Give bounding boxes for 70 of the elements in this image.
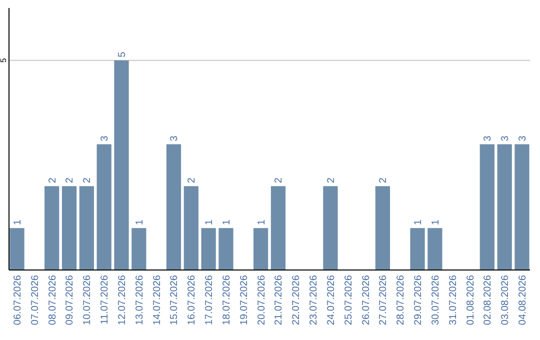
bar: [62, 186, 77, 270]
x-tick-label: 11.07.2026: [100, 274, 111, 324]
bar: [79, 186, 94, 270]
x-tick-label: 15.07.2026: [169, 274, 180, 326]
bar: [514, 144, 530, 270]
data-label: 2: [64, 177, 76, 184]
x-tick-label: 16.07.2026: [186, 274, 198, 326]
x-tick-label: 10.07.2026: [82, 274, 94, 326]
x-tick-label: 18.07.2026: [221, 274, 232, 326]
x-tick-label: 20.07.2026: [256, 274, 268, 326]
x-tick-label: 31.07.2026: [448, 274, 459, 326]
x-tick-label: 19.07.2026: [238, 274, 250, 326]
data-label: 1: [221, 219, 232, 226]
x-tick-label: 28.07.2026: [396, 274, 407, 326]
bar: [44, 186, 60, 270]
bar: [201, 228, 216, 270]
x-tick-label: 09.07.2026: [64, 274, 76, 326]
bar: [375, 186, 390, 270]
x-tick-label: 22.07.2026: [291, 274, 302, 326]
x-tick-label: 03.08.2026: [500, 274, 512, 326]
data-label: 3: [500, 135, 512, 142]
x-tick-label: 23.07.2026: [308, 274, 320, 326]
bar: [96, 144, 112, 270]
data-label: 3: [517, 135, 528, 142]
x-tick-label: 21.07.2026: [274, 274, 285, 326]
x-tick-label: 08.07.2026: [47, 274, 58, 326]
x-tick-label: 26.07.2026: [360, 274, 372, 326]
data-label: 1: [134, 219, 146, 226]
x-tick-label: 01.08.2026: [465, 274, 476, 326]
data-label: 1: [12, 219, 24, 226]
data-label: 1: [204, 219, 216, 226]
bar: [497, 144, 512, 270]
x-tick-label: 29.07.2026: [413, 274, 424, 326]
bar: [410, 228, 425, 270]
bar: [270, 186, 286, 270]
bar: [323, 186, 338, 270]
data-label: 2: [326, 177, 337, 184]
bar: [114, 60, 129, 270]
bar: [184, 186, 198, 270]
data-label: 5: [116, 51, 128, 58]
bar: [253, 228, 268, 270]
x-tick-label: 17.07.2026: [204, 274, 216, 326]
bar: [10, 228, 24, 270]
x-tick-label: 27.07.2026: [378, 274, 390, 326]
x-tick-label: 07.07.2026: [30, 274, 41, 326]
x-tick-label: 13.07.2026: [134, 274, 146, 326]
data-label: 2: [186, 177, 198, 184]
data-label: 3: [100, 135, 111, 142]
x-tick-label: 30.07.2026: [430, 274, 442, 326]
x-tick-label: 04.08.2026: [517, 274, 528, 326]
x-tick-label: 24.07.2026: [326, 274, 337, 326]
x-tick-label: 25.07.2026: [343, 274, 354, 326]
data-label: 2: [82, 177, 94, 184]
data-label: 1: [413, 219, 424, 226]
bar: [218, 228, 234, 270]
x-tick-label: 14.07.2026: [152, 274, 163, 326]
data-label: 2: [274, 177, 285, 184]
bar: [480, 144, 494, 270]
data-label: 3: [482, 135, 494, 142]
bar: [132, 228, 146, 270]
bar: [166, 144, 182, 270]
x-tick-label: 12.07.2026: [116, 274, 128, 326]
data-label: 1: [256, 219, 268, 226]
data-label: 3: [169, 135, 180, 142]
bar: [428, 228, 442, 270]
data-label: 1: [430, 219, 442, 226]
data-label: 2: [378, 177, 390, 184]
x-tick-label: 02.08.2026: [482, 274, 494, 326]
x-tick-label: 06.07.2026: [12, 274, 24, 326]
data-label: 2: [47, 177, 58, 184]
